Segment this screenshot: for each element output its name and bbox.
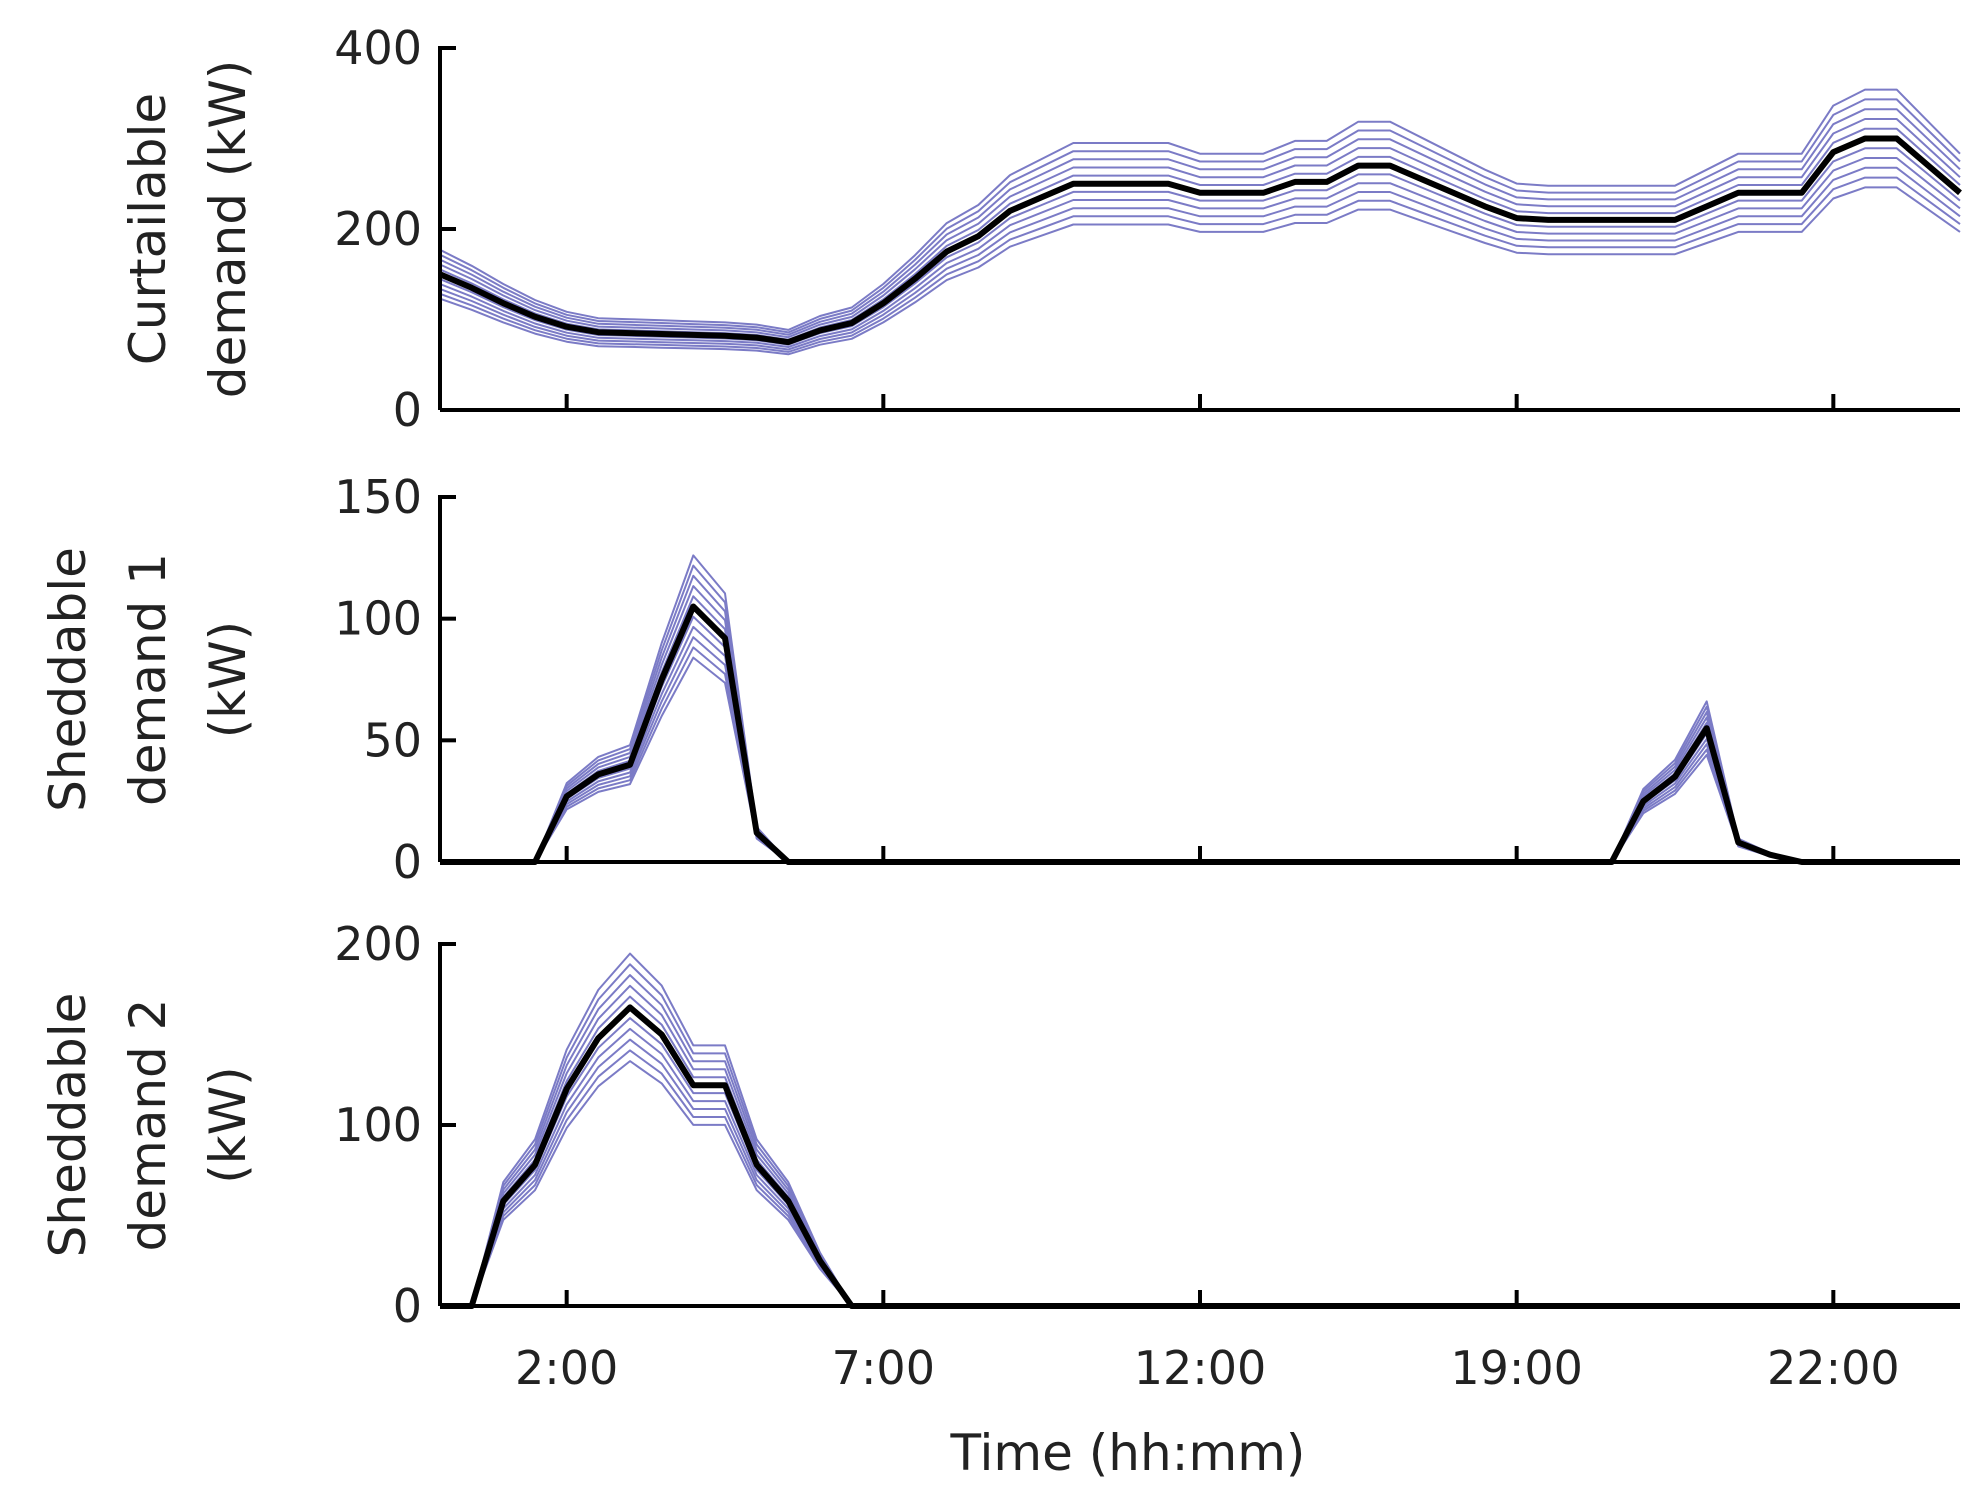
panel-curtailable: 0 200 400 Curtailable demand (kW) <box>119 21 1962 437</box>
y-axis-title-line: Sheddable <box>39 547 97 812</box>
y-axis-title-line: demand 2 <box>119 999 177 1252</box>
scenario-line-9 <box>440 974 1960 1307</box>
mean-line <box>440 603 1960 865</box>
scenario-line-11 <box>439 88 1961 331</box>
y-tick-label: 200 <box>334 917 422 971</box>
y-axis-title-line: Sheddable <box>39 993 97 1258</box>
y-tick-label: 150 <box>334 470 422 524</box>
y-axis-title-line: demand 1 <box>119 553 177 806</box>
y-tick-label: 0 <box>393 383 422 437</box>
scenario-line-2 <box>439 176 1961 353</box>
scenario-line-3 <box>439 166 1961 351</box>
x-axis-title: Time (hh:mm) <box>950 1424 1306 1482</box>
scenario-line-4 <box>439 157 1961 348</box>
y-axis-title-line: (kW) <box>199 1066 257 1183</box>
y-tick-label: 0 <box>393 1279 422 1333</box>
y-axis-title-line: Curtailable <box>119 93 177 365</box>
x-tick-label: 12:00 <box>1134 1341 1267 1395</box>
panels: 0 200 400 Curtailable demand (kW) 0 50 100 150 Sh… <box>39 21 1962 1395</box>
y-tick-label: 100 <box>334 1098 422 1152</box>
scenario-line-3 <box>440 1038 1960 1307</box>
scenario-line-4 <box>440 1027 1960 1307</box>
y-tick-label: 0 <box>393 835 422 889</box>
scenario-line-8 <box>439 118 1961 339</box>
scenario-line-2 <box>440 1049 1960 1307</box>
scenario-line-5 <box>440 1017 1960 1307</box>
y-tick-label: 400 <box>334 21 422 75</box>
y-axis-title-line: (kW) <box>199 621 257 738</box>
y-tick-label: 100 <box>334 592 422 646</box>
x-tick-label: 19:00 <box>1450 1341 1583 1395</box>
scenario-line-11 <box>440 952 1960 1307</box>
x-tick-labels: 2:00 7:00 12:00 19:00 22:00 <box>515 1341 1900 1395</box>
x-tick-label: 2:00 <box>515 1341 618 1395</box>
mean-line <box>440 1004 1960 1309</box>
x-tick-label: 22:00 <box>1767 1341 1900 1395</box>
y-tick-label: 50 <box>363 713 422 767</box>
y-tick-label: 200 <box>334 202 422 256</box>
scenario-line-10 <box>439 98 1961 334</box>
x-tick-label: 7:00 <box>832 1341 935 1395</box>
y-axis-title-line: demand (kW) <box>199 60 257 399</box>
panel-sheddable-1: 0 50 100 150 Sheddable demand 1 (kW) <box>39 470 1960 889</box>
mean-line <box>438 135 1962 346</box>
scenario-line-1 <box>439 186 1961 356</box>
panel-sheddable-2: 0 100 200 Sheddable demand 2 (kW) <box>39 917 1960 1333</box>
scenario-line-9 <box>439 108 1961 336</box>
scenario-line-1 <box>440 1060 1960 1307</box>
